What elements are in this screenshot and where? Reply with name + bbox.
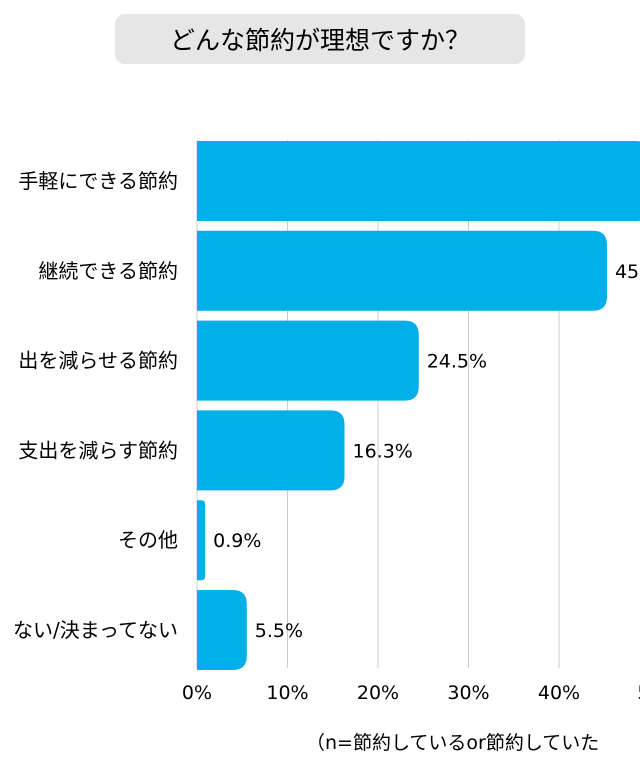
- bar: [197, 141, 640, 221]
- data-label: 0.9%: [213, 530, 261, 552]
- sample-note: （n=節約しているor節約していた: [306, 732, 600, 754]
- bar: [197, 590, 247, 670]
- data-label: 24.5%: [427, 351, 487, 373]
- data-label: 16.3%: [353, 440, 413, 462]
- bar: [197, 500, 206, 581]
- bar: [197, 410, 345, 491]
- x-tick-label: 30%: [447, 682, 489, 704]
- chart-title: どんな節約が理想ですか？: [115, 14, 525, 64]
- category-label: 出を減らせる節約: [18, 349, 178, 373]
- x-tick-label: 10%: [266, 682, 308, 704]
- data-label: 45: [615, 261, 639, 283]
- x-tick-label: 40%: [538, 682, 580, 704]
- category-label: 継続できる節約: [38, 259, 178, 283]
- x-tick-label: 50: [637, 682, 640, 704]
- x-tick-label: 20%: [357, 682, 399, 704]
- bar: [197, 230, 607, 311]
- data-label: 5.5%: [255, 620, 303, 642]
- category-label: ない/決まってない: [13, 618, 178, 642]
- x-tick-label: 0%: [182, 682, 212, 704]
- category-label: 支出を減らす節約: [18, 438, 178, 462]
- category-label: その他: [118, 528, 178, 552]
- bar: [197, 320, 419, 401]
- category-label: 手軽にできる節約: [18, 169, 178, 193]
